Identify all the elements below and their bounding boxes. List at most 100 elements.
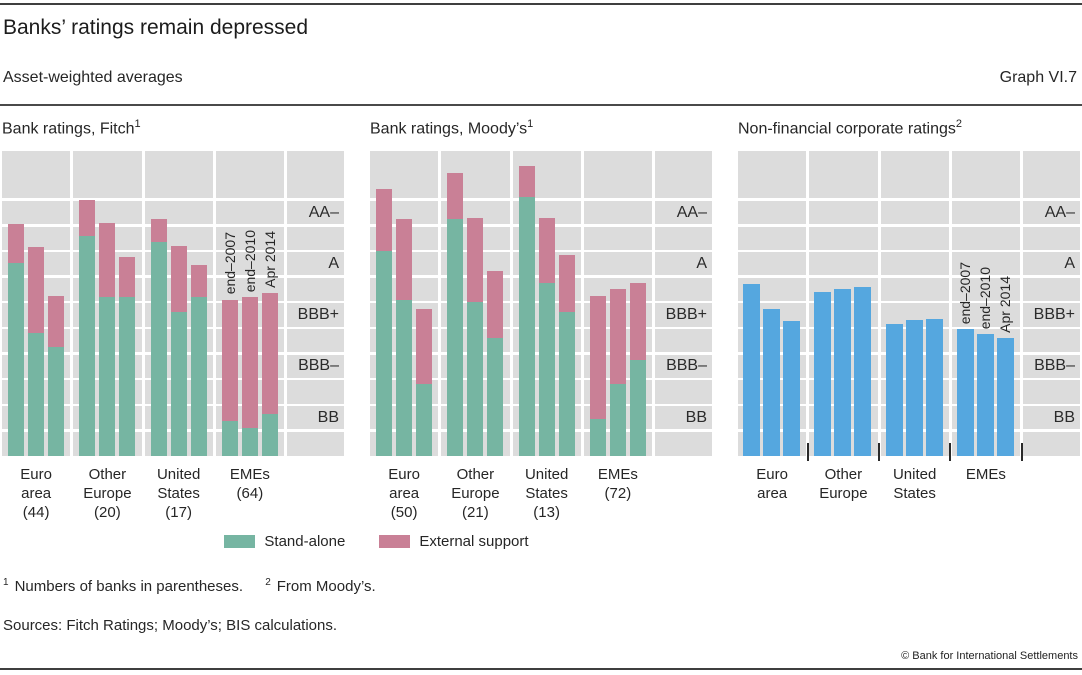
bar-date-label: end–2007	[221, 232, 238, 295]
bar-external-support-segment	[8, 224, 24, 263]
x-axis-labels: Euro area (50) Other Europe (21) United States (…	[370, 465, 712, 523]
bar-external-support-segment	[518, 166, 535, 198]
y-tick-label: BB	[1053, 408, 1075, 426]
grid-band	[2, 200, 344, 225]
subtitle-row: Asset-weighted averages Graph VI.7	[3, 69, 1077, 87]
bar-external-support-segment	[376, 189, 392, 251]
group-tick	[949, 443, 952, 461]
y-tick-label: AA–	[676, 203, 707, 221]
group-label-line: Europe	[819, 485, 868, 502]
legend-item-stand-alone: Stand-alone	[224, 533, 345, 550]
bar-external-support-segment	[487, 271, 504, 339]
group-label: United States (13)	[513, 465, 581, 522]
group-label: United States (17)	[145, 465, 213, 522]
group-label-line: EMEs	[965, 466, 1006, 483]
group-label-line: Other	[456, 466, 495, 483]
bar-stand-alone-segment	[376, 250, 392, 456]
bar-external-support-segment	[396, 218, 412, 300]
group-label: Other Europe (21)	[441, 465, 509, 522]
grid-band	[738, 277, 1080, 301]
bar-external-support-segment	[261, 293, 278, 414]
bar-stand-alone-segment	[609, 384, 626, 456]
group-label-line: States	[157, 485, 200, 502]
group-label-line: (17)	[165, 504, 192, 521]
bar-stand-alone-segment	[8, 262, 24, 456]
bar-stand-alone-segment	[99, 297, 116, 456]
panel-moodys: Bank ratings, Moody’s1 AA– A BBB+ BBB– BB Eu…	[370, 118, 712, 523]
legend: Stand-alone External support	[0, 533, 753, 550]
group-label-line: area	[389, 485, 420, 502]
panel-corporate: Non-financial corporate ratings2 AA– A BBB…	[738, 118, 1080, 523]
group-label-line: Euro	[756, 466, 788, 483]
external-support-swatch-icon	[379, 535, 411, 548]
group-separator	[70, 151, 74, 456]
stand-alone-swatch-icon	[224, 535, 256, 548]
grid-band	[2, 151, 344, 199]
grid-band	[370, 151, 712, 199]
bar-stand-alone-segment	[518, 197, 535, 456]
bar-stand-alone-segment	[241, 427, 258, 456]
bar-stand-alone-segment	[119, 297, 136, 456]
bar-stand-alone-segment	[261, 413, 278, 456]
y-tick-label: BBB–	[666, 357, 707, 375]
bar-external-support-segment	[589, 295, 606, 419]
y-tick-label: BBB+	[297, 306, 339, 324]
page-title: Banks’ ratings remain depressed	[3, 16, 309, 39]
bar-corporate	[885, 324, 903, 456]
group-separator	[877, 151, 881, 456]
group-label: Euro area (50)	[370, 465, 438, 522]
group-label: Euro area	[738, 465, 806, 503]
group-label-line: (50)	[390, 504, 418, 521]
bar-external-support-segment	[416, 308, 432, 385]
group-label-line: United	[892, 466, 937, 483]
bar-external-support-segment	[99, 222, 116, 298]
plot-area-fitch: AA– A BBB+ BBB– BB end–2007 end–2010 Apr 2014	[2, 151, 344, 456]
graph-number: Graph VI.7	[999, 69, 1077, 86]
footnote-2: 2 From Moody’s.	[265, 577, 376, 595]
bar-corporate	[956, 329, 974, 456]
bar-date-label: Apr 2014	[261, 231, 278, 289]
x-axis-labels: Euro area (44) Other Europe (20) United States (…	[2, 465, 344, 523]
group-separator	[652, 151, 655, 456]
bar-corporate	[976, 334, 994, 456]
grid-band	[738, 252, 1080, 276]
bottom-rule	[0, 668, 1082, 670]
group-label-line: United	[524, 466, 569, 483]
plot-area-moodys: AA– A BBB+ BBB– BB	[370, 151, 712, 456]
bar-stand-alone-segment	[538, 283, 555, 456]
bar-date-label: end–2010	[977, 266, 994, 330]
group-label-line: Europe	[83, 485, 132, 502]
bar-corporate	[905, 320, 923, 456]
y-tick-label: BBB–	[298, 357, 339, 375]
group-label-line: EMEs	[597, 466, 638, 483]
y-tick-label: BBB+	[665, 306, 707, 324]
group-separator	[948, 151, 952, 456]
group-label-line: States	[525, 485, 568, 502]
group-label: Euro area (44)	[2, 465, 70, 522]
bar-stand-alone-segment	[487, 338, 504, 456]
group-label-line: (13)	[533, 504, 560, 521]
group-label-line: Euro	[20, 466, 52, 483]
sources-line: Sources: Fitch Ratings; Moody’s; BIS cal…	[3, 617, 338, 634]
top-rule	[0, 3, 1082, 5]
bar-corporate	[783, 321, 800, 456]
bar-corporate	[834, 289, 852, 456]
bar-external-support-segment	[119, 257, 136, 298]
group-label: EMEs (72)	[584, 465, 652, 503]
group-label-line: (21)	[462, 504, 489, 521]
panel-title: Non-financial corporate ratings2	[738, 118, 963, 138]
x-axis-labels: Euro area Other Europe United States EMEs	[738, 465, 1080, 523]
panel-title: Bank ratings, Fitch1	[2, 118, 141, 138]
group-label: Other Europe (20)	[73, 465, 141, 522]
group-label-line: area	[21, 485, 52, 502]
copyright-notice: © Bank for International Settlements	[901, 650, 1078, 662]
bar-corporate	[763, 308, 780, 456]
footnotes: 1 Numbers of banks in parentheses. 2 From …	[3, 577, 376, 595]
y-tick-label: BBB–	[1034, 357, 1075, 375]
group-label-line: Other	[824, 466, 863, 483]
bar-stand-alone-segment	[447, 218, 464, 456]
bar-date-label: Apr 2014	[997, 276, 1014, 334]
chart-panels: Bank ratings, Fitch1 AA– A BBB+ BBB– BB end–2…	[2, 118, 1080, 523]
bar-stand-alone-segment	[558, 312, 575, 456]
group-tick	[1020, 443, 1023, 461]
